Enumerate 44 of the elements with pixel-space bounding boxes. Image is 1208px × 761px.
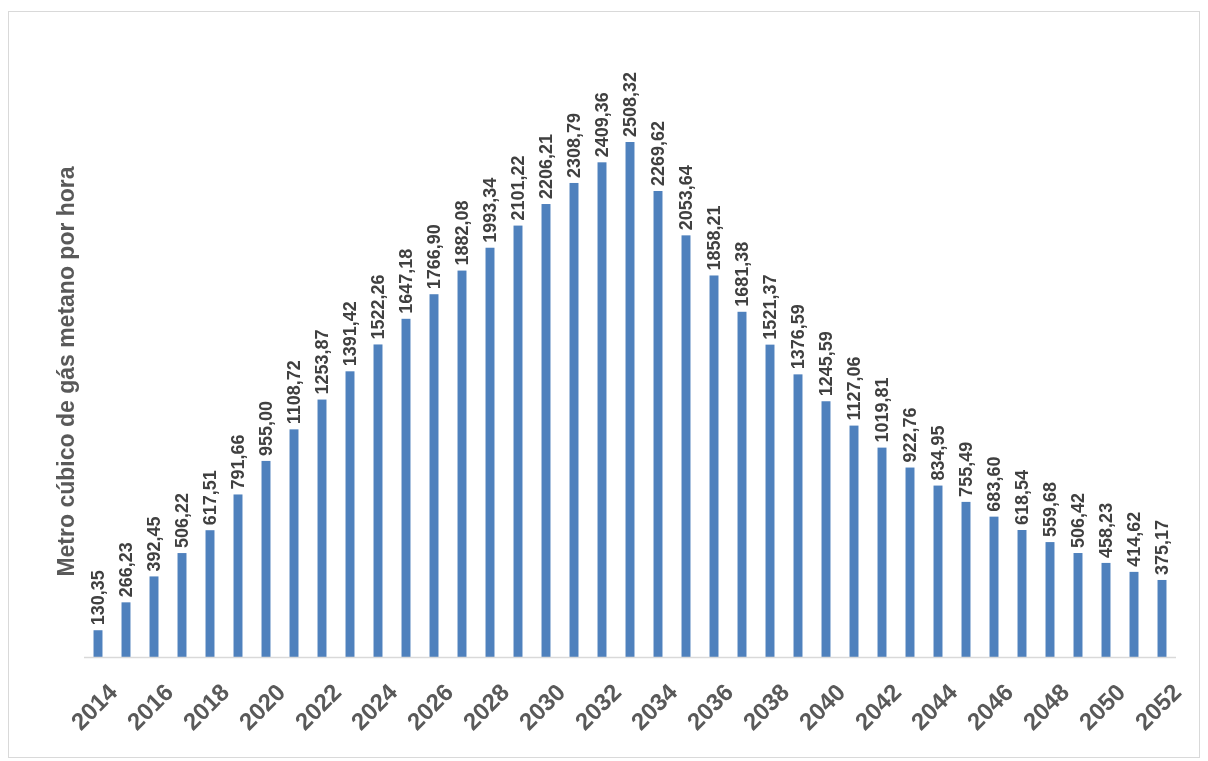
- data-label: 1882,08: [452, 200, 472, 266]
- data-label: 1993,34: [480, 177, 500, 243]
- data-label: 2269,62: [648, 120, 668, 187]
- data-label: 2409,36: [592, 92, 612, 158]
- data-label: 1522,26: [368, 274, 388, 340]
- data-label: 2308,79: [564, 112, 584, 178]
- data-label: 1521,37: [760, 274, 780, 340]
- data-label: 1647,18: [396, 248, 416, 314]
- data-label: 922,76: [900, 407, 920, 463]
- data-label: 1858,21: [704, 205, 724, 271]
- data-label: 1108,72: [284, 360, 304, 425]
- data-label: 1766,90: [424, 224, 444, 290]
- data-label: 2508,32: [620, 71, 640, 137]
- data-label: 617,51: [200, 470, 220, 526]
- data-label: 506,42: [1068, 492, 1088, 549]
- y-axis-title: Metro cúbico de gás metano por hora: [53, 166, 79, 577]
- data-label: 1127,06: [844, 356, 864, 421]
- data-label: 1019,81: [872, 377, 892, 443]
- data-label: 375,17: [1152, 519, 1172, 575]
- bar: [233, 494, 243, 657]
- data-label: 834,95: [928, 425, 948, 481]
- bar: [121, 602, 131, 657]
- data-label: 1681,38: [732, 241, 752, 307]
- data-label: 683,60: [984, 456, 1004, 512]
- data-label: 755,49: [956, 441, 976, 497]
- data-label: 414,62: [1124, 511, 1144, 567]
- data-label: 2206,21: [536, 133, 556, 200]
- data-label: 791,66: [228, 434, 248, 490]
- data-label: 506,22: [172, 493, 192, 549]
- data-label: 2101,22: [508, 155, 528, 221]
- data-label: 559,68: [1040, 482, 1060, 538]
- data-label: 1391,42: [340, 301, 360, 367]
- data-label: 1245,59: [816, 331, 836, 397]
- data-label: 392,45: [144, 516, 164, 572]
- bar: [149, 576, 159, 657]
- bar: [93, 630, 103, 657]
- data-label: 1253,87: [312, 329, 332, 395]
- data-label: 1376,59: [788, 304, 808, 370]
- data-label: 2053,64: [676, 165, 696, 231]
- data-label: 458,23: [1096, 502, 1116, 558]
- data-label: 618,54: [1012, 469, 1032, 525]
- data-label: 955,00: [256, 400, 276, 456]
- data-label: 130,35: [88, 570, 108, 626]
- data-label: 266,23: [116, 542, 136, 598]
